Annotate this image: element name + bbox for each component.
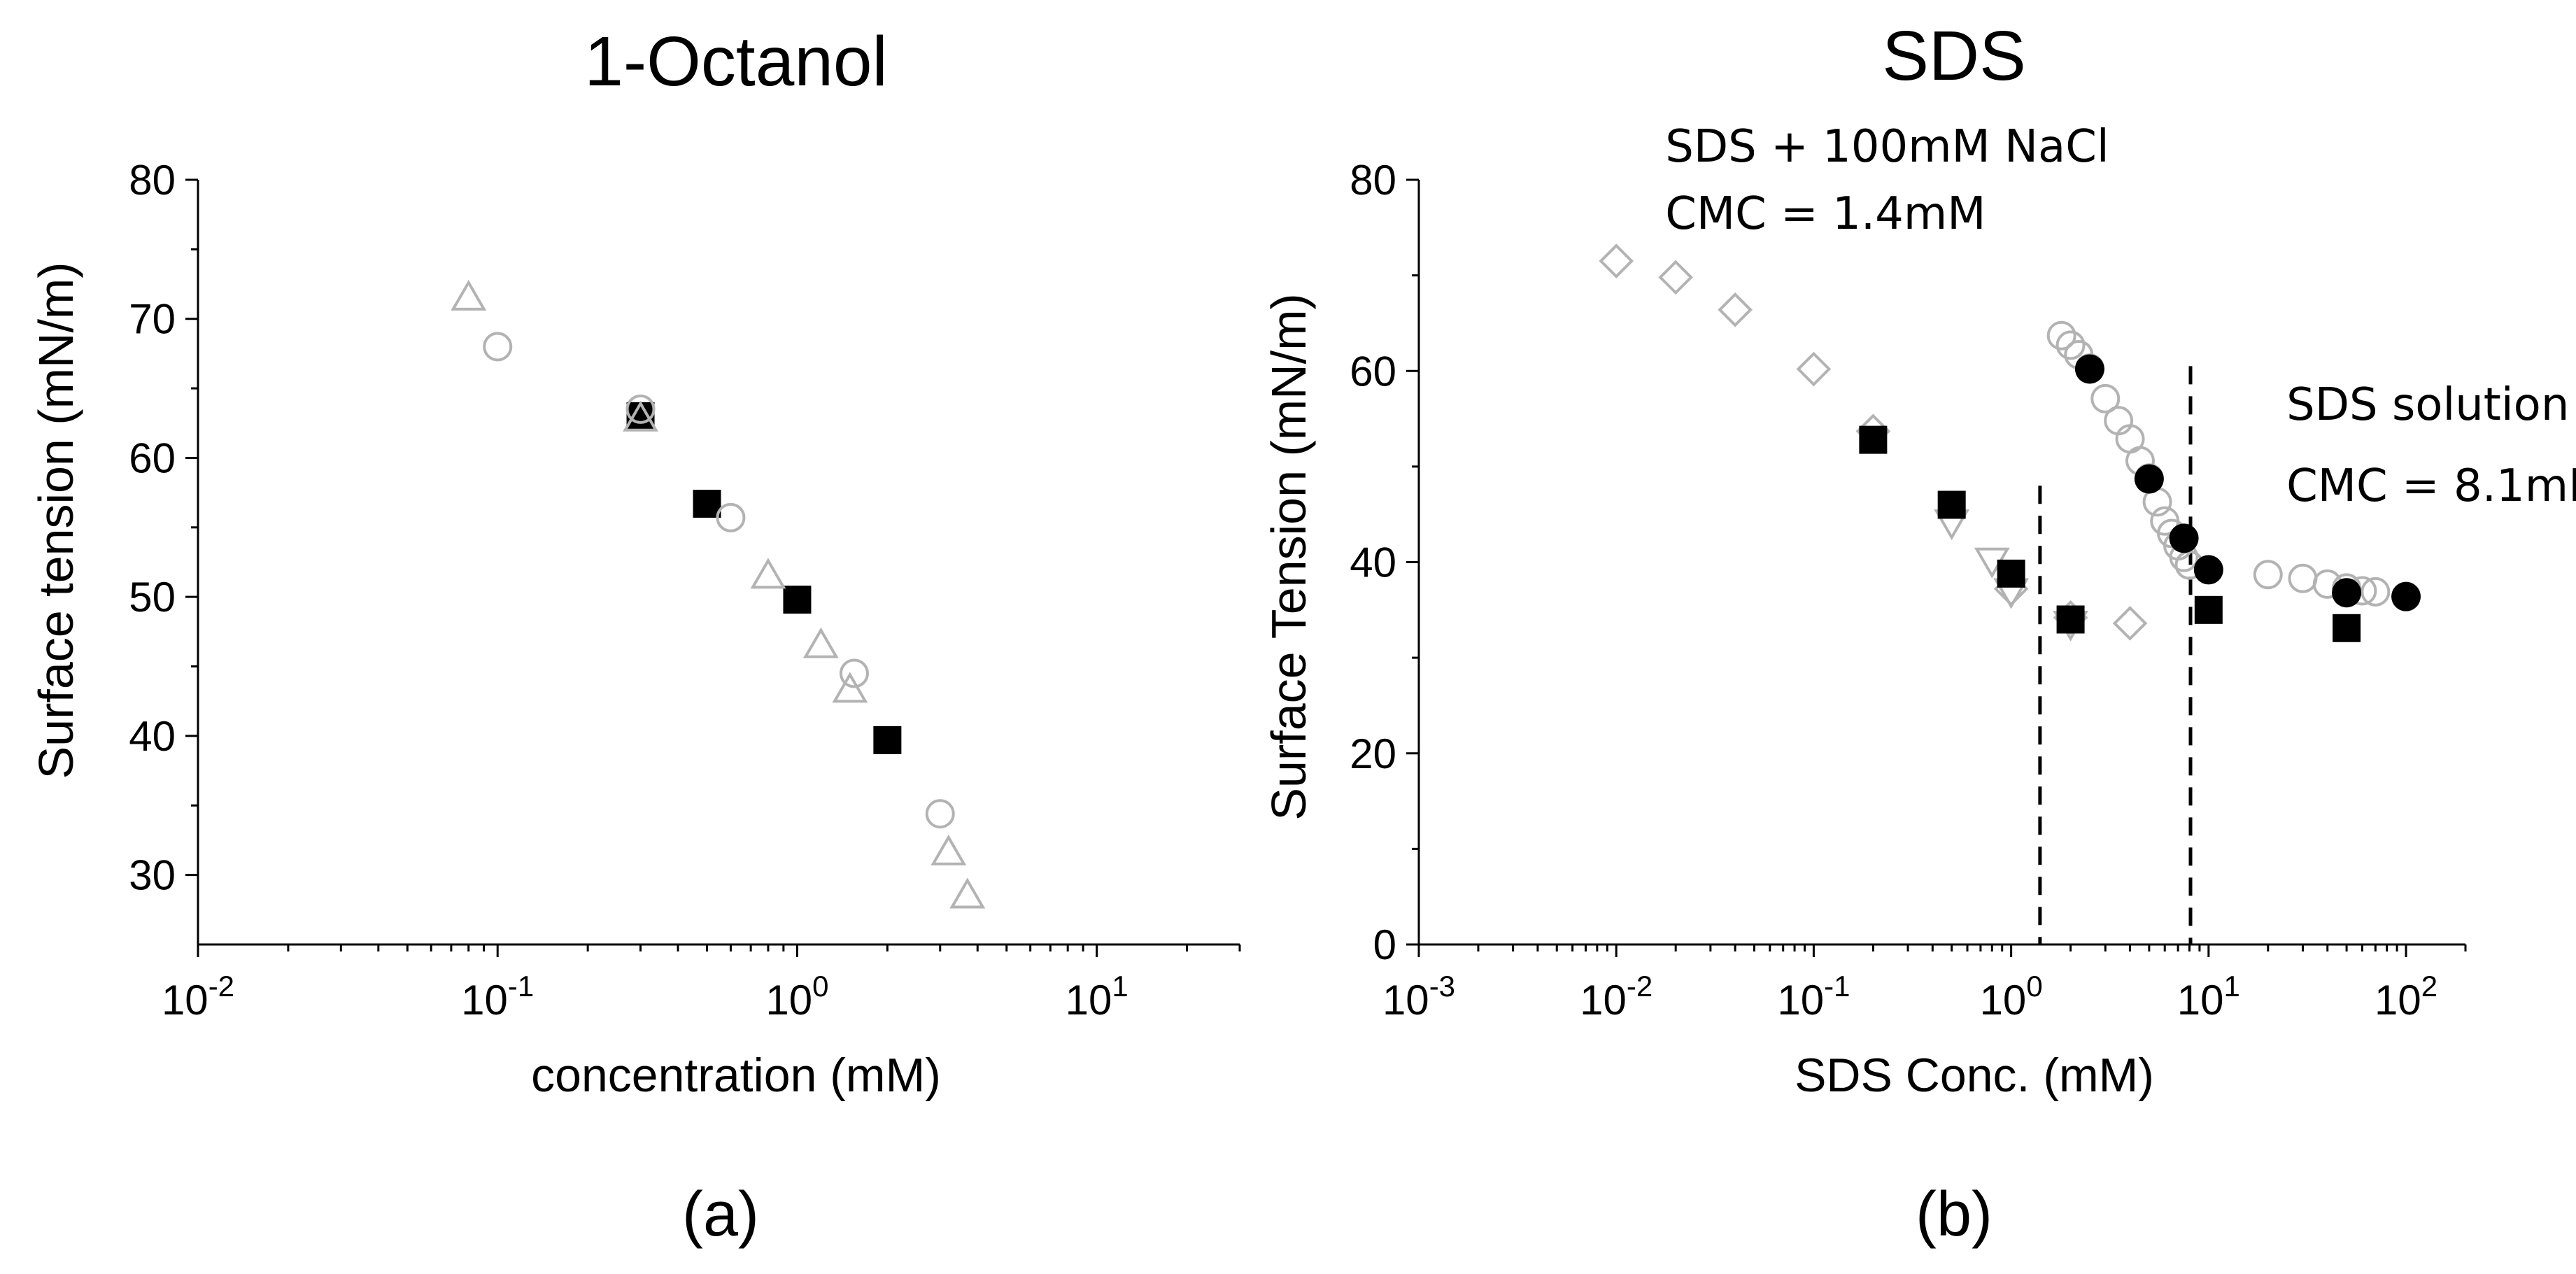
annotation-label: SDS solution	[2286, 379, 2569, 431]
x-tick-label: 100	[765, 970, 828, 1024]
data-point	[623, 400, 659, 432]
chart-a-marks	[451, 279, 986, 909]
data-point	[930, 834, 967, 865]
data-point	[2194, 595, 2223, 624]
y-tick-label: 50	[129, 574, 176, 621]
y-tick-label: 60	[1350, 348, 1396, 395]
annotation-label: CMC = 8.1mM	[2286, 460, 2576, 512]
chart-b-y-tick-labels: 0 20 40 60 80	[1350, 157, 1396, 968]
annotation-label: SDS + 100mM NaCl	[1665, 121, 2109, 173]
chart-a-axes	[185, 178, 1241, 957]
chart-b-marks	[1599, 243, 2421, 642]
data-point	[2046, 320, 2076, 351]
chart-b-x-tick-labels: 10-3 10-2 10-1 100 101 102	[1382, 970, 2437, 1024]
chart-b-x-axis-label: SDS Conc. (mM)	[1795, 1049, 2154, 1102]
panel-b-sds: SDS 0 20 40 60 80 10-3 10-2 10-1 100 101 102 SDS …	[1261, 17, 2576, 1250]
y-tick-label: 30	[129, 852, 176, 899]
y-tick-label: 80	[1350, 157, 1396, 204]
chart-b-cmc-lines	[2038, 366, 2193, 944]
chart-a-y-tick-labels: 30 40 50 60 70 80	[129, 157, 176, 899]
chart-b-axes	[1406, 178, 2467, 957]
data-point	[1937, 490, 1966, 519]
data-point	[2253, 560, 2283, 590]
data-point	[802, 627, 839, 658]
data-point	[2288, 563, 2318, 593]
data-point	[625, 394, 656, 424]
data-point	[1658, 260, 1693, 295]
y-tick-label: 80	[129, 157, 176, 204]
y-tick-label: 70	[129, 296, 176, 343]
data-point	[2391, 581, 2421, 611]
data-point	[2055, 330, 2086, 360]
data-point	[2193, 555, 2223, 585]
chart-a-y-axis-label: Surface tension (mN/m)	[29, 262, 83, 779]
x-tick-label: 101	[1066, 970, 1128, 1024]
y-tick-label: 60	[129, 434, 176, 481]
chart-b-title: SDS	[1882, 17, 2026, 95]
data-point	[2169, 523, 2199, 553]
chart-a-x-tick-labels: 10-2 10-1 100 101	[162, 970, 1128, 1024]
panel-label-a: (a)	[682, 1180, 759, 1250]
data-point	[2333, 614, 2361, 642]
data-point	[451, 279, 487, 311]
y-tick-label: 40	[1350, 539, 1396, 586]
data-point	[2090, 383, 2121, 413]
data-point	[2074, 354, 2104, 384]
x-tick-label: 102	[2375, 970, 2437, 1024]
data-point	[949, 877, 986, 909]
data-point	[1997, 559, 2025, 588]
data-point	[832, 672, 868, 703]
y-tick-label: 0	[1373, 921, 1396, 968]
chart-b-y-axis-label: Surface Tension (mN/m)	[1261, 293, 1316, 820]
data-point	[839, 658, 869, 688]
annotation-label: CMC = 1.4mM	[1665, 188, 1986, 240]
data-point	[1859, 425, 1888, 454]
data-point	[925, 799, 955, 829]
x-tick-label: 10-2	[162, 970, 234, 1024]
data-point	[2361, 576, 2391, 607]
data-point	[750, 558, 786, 589]
data-point	[2056, 605, 2085, 634]
data-point	[2134, 464, 2164, 494]
x-tick-label: 10-1	[461, 970, 534, 1024]
x-tick-label: 100	[1980, 970, 2043, 1024]
series-square-filled	[1859, 425, 2361, 642]
data-point	[1718, 292, 1753, 327]
series-circle-filled	[2074, 354, 2421, 611]
data-point	[2112, 606, 2148, 641]
data-point	[693, 490, 721, 518]
data-point	[716, 502, 746, 532]
data-point	[1599, 243, 1634, 278]
series-square-filled	[626, 402, 902, 754]
chart-a-title: 1-Octanol	[584, 22, 888, 101]
x-tick-label: 10-1	[1777, 970, 1850, 1024]
y-tick-label: 20	[1350, 730, 1396, 777]
data-point	[1796, 351, 1832, 387]
series-triangle-open	[451, 279, 986, 909]
x-tick-label: 10-2	[1580, 970, 1653, 1024]
data-point	[626, 402, 655, 430]
panel-a-octanol: 1-Octanol 30 40 50 60 70 80 10-2 10-1 100 101 co…	[29, 22, 1241, 1250]
series-circle-open	[483, 332, 955, 829]
data-point	[2332, 578, 2362, 608]
data-point	[483, 332, 513, 362]
chart-a-x-axis-label: concentration (mM)	[531, 1049, 941, 1102]
data-point	[873, 726, 902, 754]
x-tick-label: 101	[2177, 970, 2240, 1024]
y-tick-label: 40	[129, 713, 176, 760]
panel-label-b: (b)	[1916, 1180, 1993, 1250]
data-point	[783, 586, 812, 614]
chart-b-annotations: SDS + 100mM NaCl CMC = 1.4mM SDS solution C…	[1665, 121, 2576, 512]
x-tick-label: 10-3	[1382, 970, 1455, 1024]
